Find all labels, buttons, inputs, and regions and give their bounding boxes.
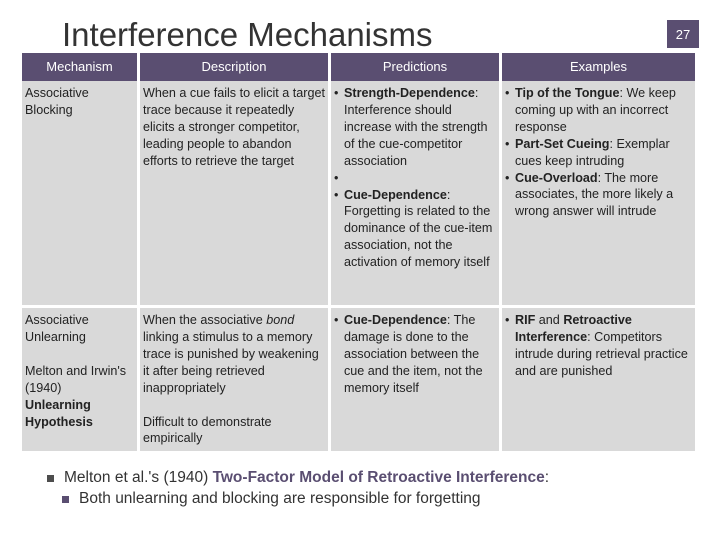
description-part: linking a stimulus to a memory trace is …: [143, 329, 319, 395]
summary-subtext: Both unlearning and blocking are respons…: [79, 490, 481, 507]
description-italic: bond: [266, 313, 295, 327]
summary-text: Melton et al.'s (1940): [64, 469, 213, 486]
example-text: : Competitors intrude during retrieval p…: [515, 329, 688, 378]
example-item: Part-Set Cueing: Exemplar cues keep intr…: [505, 136, 692, 170]
cell-mechanism: Associative Unlearning Melton and Irwin'…: [22, 308, 137, 452]
header-predictions: Predictions: [331, 53, 499, 81]
square-bullet-icon: [47, 474, 54, 482]
description-text: When a cue fails to elicit a target trac…: [143, 86, 326, 168]
summary-bullet: Melton et al.'s (1940) Two-Factor Model …: [47, 469, 549, 487]
example-term: Part-Set Cueing: [515, 136, 610, 151]
prediction-term: Cue-Dependence: [344, 187, 447, 202]
summary-sub-bullet: Both unlearning and blocking are respons…: [62, 490, 549, 508]
prediction-term: Cue-Dependence: [344, 313, 447, 327]
example-text: : The more associates, the more likely a…: [515, 170, 674, 219]
prediction-text: : Interference should increase with the …: [344, 86, 488, 168]
example-item: RIF and Retroactive Interference: Compet…: [505, 312, 692, 380]
prediction-item: Cue-Dependence: Forgetting is related to…: [334, 187, 496, 272]
header-mechanism: Mechanism: [22, 53, 137, 81]
cell-mechanism: Associative Blocking: [22, 81, 137, 305]
table-header-row: Mechanism Description Predictions Exampl…: [22, 53, 695, 81]
slide-title: Interference Mechanisms: [62, 16, 433, 53]
cell-description: When a cue fails to elicit a target trac…: [140, 81, 328, 305]
prediction-item: Cue-Dependence: The damage is done to th…: [334, 312, 496, 397]
table-row: Associative Unlearning Melton and Irwin'…: [22, 308, 695, 452]
model-name: Two-Factor Model of Retroactive Interfer…: [212, 469, 545, 486]
prediction-item: Strength-Dependence: Interference should…: [334, 85, 496, 170]
example-connector: and: [535, 313, 564, 327]
summary-colon: :: [544, 469, 550, 486]
header-description: Description: [140, 53, 328, 81]
description-part: When the associative: [143, 313, 267, 327]
page-number-badge: 27: [667, 20, 699, 48]
mechanism-name: Associative Blocking: [25, 86, 89, 117]
mechanism-name: Associative Unlearning: [25, 313, 89, 344]
mechanisms-table: Mechanism Description Predictions Exampl…: [19, 53, 698, 452]
example-term: Cue-Overload: [515, 170, 598, 185]
description-text: When the associative bond linking a stim…: [143, 312, 325, 397]
example-term: Retroactive Interference: [515, 313, 632, 344]
prediction-text: : The damage is done to the association …: [344, 313, 483, 395]
cell-predictions: Cue-Dependence: The damage is done to th…: [331, 308, 499, 452]
cell-examples: Tip of the Tongue: We keep coming up wit…: [502, 81, 695, 305]
mechanism-source: Melton and Irwin's (1940): [25, 363, 127, 395]
cell-description: When the associative bond linking a stim…: [140, 308, 328, 452]
example-term: RIF: [515, 313, 536, 327]
example-item: Tip of the Tongue: We keep coming up wit…: [505, 85, 692, 136]
table-row: Associative Blocking When a cue fails to…: [22, 81, 695, 305]
summary-bullets: Melton et al.'s (1940) Two-Factor Model …: [47, 469, 549, 508]
cell-predictions: Strength-Dependence: Interference should…: [331, 81, 499, 305]
example-text: : Exemplar cues keep intruding: [515, 136, 670, 168]
example-item: Cue-Overload: The more associates, the m…: [505, 170, 692, 221]
prediction-text: : Forgetting is related to the dominance…: [344, 187, 493, 270]
description-note: Difficult to demonstrate empirically: [143, 414, 272, 446]
cell-examples: RIF and Retroactive Interference: Compet…: [502, 308, 695, 452]
example-text: : We keep coming up with an incorrect re…: [515, 86, 676, 134]
spacer: [334, 170, 496, 187]
square-bullet-icon: [62, 495, 69, 503]
mechanism-hypothesis: Unlearning Hypothesis: [25, 397, 93, 429]
example-term: Tip of the Tongue: [515, 86, 620, 100]
prediction-term: Strength-Dependence: [344, 86, 475, 100]
header-examples: Examples: [502, 53, 695, 81]
